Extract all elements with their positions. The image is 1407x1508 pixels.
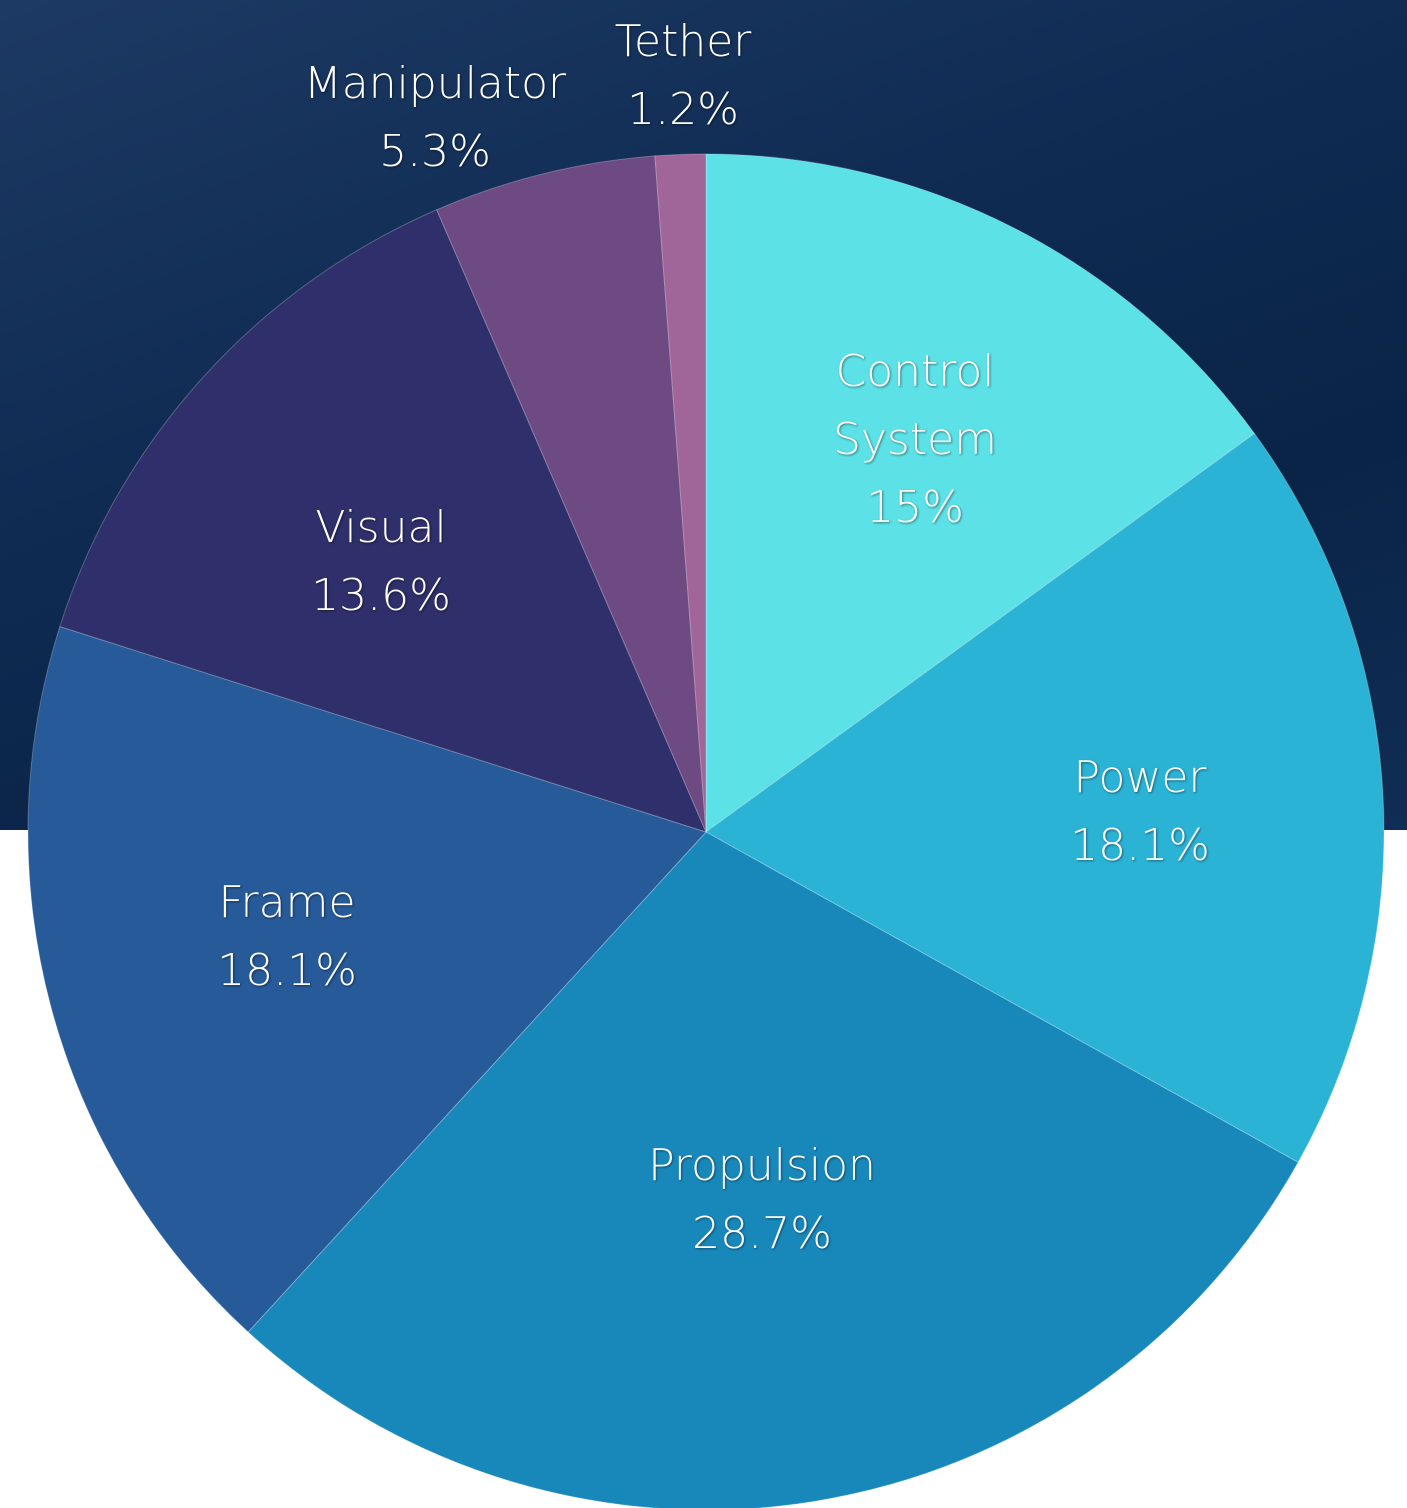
category-label: Propulsion bbox=[648, 1132, 876, 1200]
category-label: Visual bbox=[311, 494, 451, 562]
value-label: 13.6% bbox=[311, 562, 451, 630]
category-label: Control System bbox=[805, 338, 1025, 474]
value-label: 18.1% bbox=[1070, 812, 1210, 880]
category-label: Frame bbox=[217, 869, 357, 937]
value-label: 1.2% bbox=[615, 76, 752, 144]
value-label: 15% bbox=[805, 474, 1025, 542]
value-label: 5.3% bbox=[304, 118, 566, 186]
value-label: 28.7% bbox=[648, 1200, 876, 1268]
category-label: Manipulator bbox=[304, 50, 566, 118]
value-label: 18.1% bbox=[217, 937, 357, 1005]
category-label: Tether bbox=[615, 8, 752, 76]
page: Control System15%Power18.1%Propulsion28.… bbox=[0, 0, 1407, 1508]
category-label: Power bbox=[1070, 744, 1210, 812]
